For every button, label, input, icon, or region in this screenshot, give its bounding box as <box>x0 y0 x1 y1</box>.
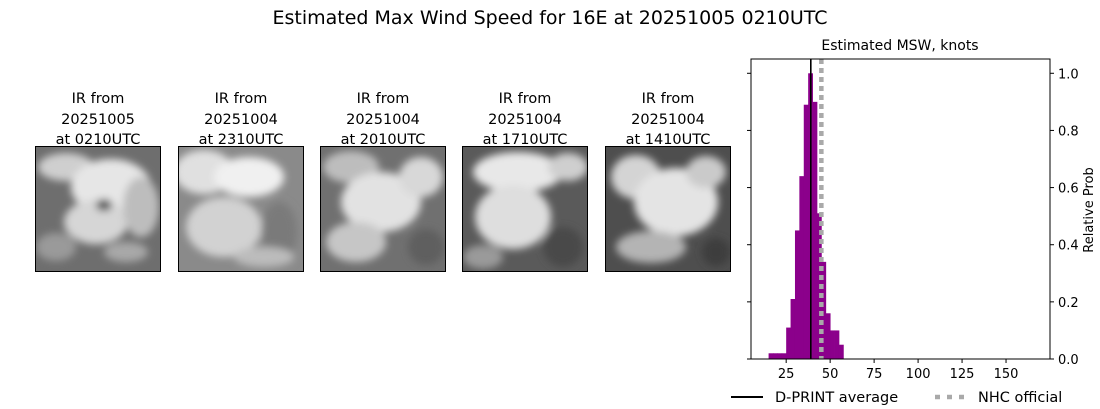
ir-panel: IR from 20251005 at 0210UTC <box>35 89 161 272</box>
ir-label-line: IR from <box>214 91 268 107</box>
ir-label-line: 20251004 <box>346 111 420 128</box>
main-title: Estimated Max Wind Speed for 16E at 2025… <box>272 7 828 29</box>
ir-label-line: IR from <box>641 91 695 107</box>
ir-label-line: at 1710UTC <box>482 132 568 148</box>
y-tick-label: 1.0 <box>1058 67 1079 82</box>
ir-label-line: IR from <box>71 91 125 107</box>
x-tick-label: 100 <box>906 367 931 382</box>
histogram-bar <box>777 353 783 359</box>
y-axis-label: Relative Prob <box>1082 167 1097 252</box>
ir-label-line: IR from <box>356 91 410 107</box>
ir-satellite-image <box>35 146 161 272</box>
histogram-bar <box>838 344 844 359</box>
histogram-bar <box>790 299 796 359</box>
y-tick-label: 0.0 <box>1058 353 1079 368</box>
x-tick-label: 25 <box>778 367 795 382</box>
ir-satellite-image <box>178 146 304 272</box>
ir-label-line: 20251004 <box>488 111 562 128</box>
y-tick-label: 0.4 <box>1058 239 1079 254</box>
ir-label-line: 20251005 <box>61 111 135 128</box>
ir-label-line: at 0210UTC <box>55 132 141 148</box>
ir-label-line: at 2310UTC <box>198 132 284 148</box>
plot-frame <box>750 58 1051 360</box>
ir-satellite-image <box>462 146 588 272</box>
ir-label-line: IR from <box>498 91 552 107</box>
histogram-bar <box>781 353 787 359</box>
histogram-bar <box>803 104 809 359</box>
x-tick-label: 50 <box>822 367 839 382</box>
x-tick-label: 150 <box>994 367 1019 382</box>
ir-satellite-image <box>320 146 446 272</box>
ir-label-line: 20251004 <box>204 111 278 128</box>
histogram-bar <box>834 330 840 359</box>
ir-panel: IR from 20251004 at 2310UTC <box>178 89 304 272</box>
y-tick-label: 0.2 <box>1058 296 1079 311</box>
legend-label-nhc: NHC official <box>978 390 1062 406</box>
x-tick-label: 125 <box>950 367 975 382</box>
histogram-bar <box>825 313 831 359</box>
ir-label-line: 20251004 <box>631 111 705 128</box>
ir-panel: IR from 20251004 at 2010UTC <box>320 89 446 272</box>
legend-label-dprint: D-PRINT average <box>775 390 898 406</box>
ir-panel: IR from 20251004 at 1710UTC <box>462 89 588 272</box>
histogram-bar <box>786 327 791 359</box>
legend: D-PRINT average NHC official <box>731 390 1062 406</box>
histogram-bar <box>812 101 818 359</box>
histogram-bar <box>821 261 827 359</box>
ir-label-line: at 2010UTC <box>340 132 426 148</box>
ir-satellite-image <box>605 146 731 272</box>
histogram-bar <box>794 230 800 359</box>
x-tick-label: 75 <box>866 367 883 382</box>
y-tick-label: 0.8 <box>1058 124 1079 139</box>
ir-label-line: at 1410UTC <box>625 132 711 148</box>
chart-title: Estimated MSW, knots <box>821 38 978 54</box>
histogram-bar <box>799 176 805 359</box>
y-tick-label: 0.6 <box>1058 182 1079 197</box>
histogram-bar <box>768 353 774 359</box>
histogram-bar <box>830 330 835 359</box>
histogram-bar <box>772 353 778 359</box>
ir-panel: IR from 20251004 at 1410UTC <box>605 89 731 272</box>
